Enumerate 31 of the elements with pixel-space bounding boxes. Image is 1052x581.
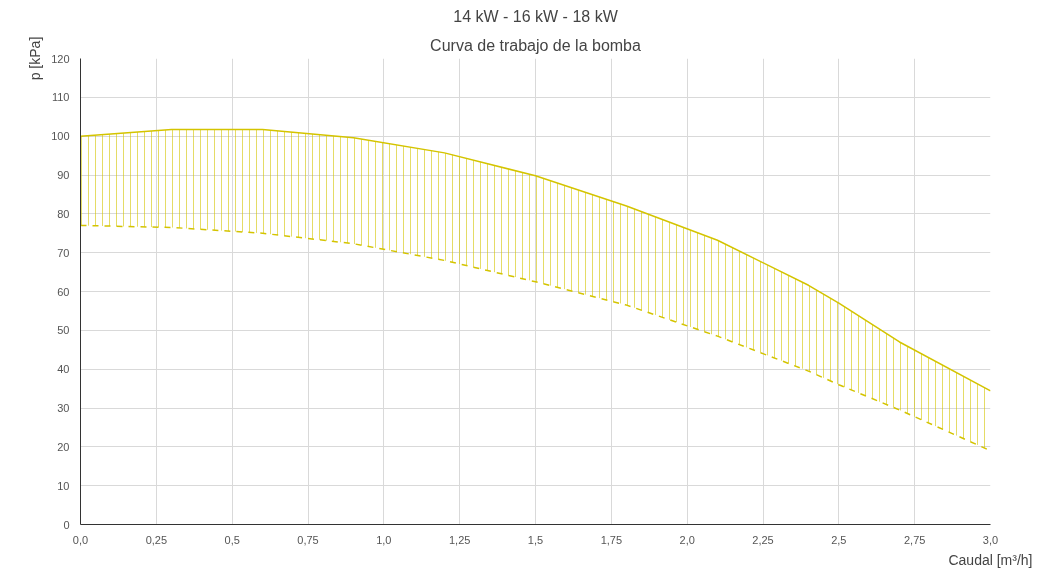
- x-tick-label: 0,75: [297, 533, 319, 546]
- x-tick-label: 0,5: [224, 533, 240, 546]
- x-tick-label: 1,25: [448, 533, 471, 546]
- y-tick-label: 110: [51, 91, 70, 104]
- y-tick-label: 120: [51, 52, 70, 65]
- y-tick-label: 50: [57, 324, 70, 337]
- y-tick-label: 100: [51, 130, 70, 143]
- y-tick-label: 20: [57, 440, 70, 453]
- x-tick-label: 2,25: [752, 533, 774, 546]
- y-tick-label: 70: [57, 246, 70, 259]
- y-tick-label: 60: [57, 285, 70, 298]
- y-tick-label: 30: [57, 402, 70, 414]
- x-tick-label: 1,75: [600, 533, 623, 546]
- x-axis-title: Caudal [m³/h]: [948, 551, 1033, 568]
- x-tick-label: 2,0: [679, 533, 695, 546]
- y-tick-label: 40: [57, 363, 70, 376]
- x-tick-label: 0,25: [145, 533, 168, 546]
- x-tick-label: 2,5: [831, 533, 847, 546]
- x-tick-label: 1,5: [527, 533, 544, 546]
- x-tick-label: 1,0: [376, 533, 392, 546]
- x-tick-label: 2,75: [903, 533, 926, 546]
- y-tick-label: 10: [57, 479, 70, 492]
- y-tick-label: 90: [57, 169, 70, 181]
- chart-title: 14 kW - 16 kW - 18 kW: [453, 7, 619, 25]
- chart-subtitle: Curva de trabajo de la bomba: [430, 36, 641, 54]
- y-tick-label: 80: [57, 207, 70, 220]
- x-tick-label: 3,0: [982, 533, 999, 546]
- line-series: [80, 128, 991, 392]
- x-tick-label: 0,0: [72, 533, 89, 546]
- y-axis-title: p [kPa]: [27, 36, 44, 81]
- y-tick-label: 0: [63, 518, 70, 531]
